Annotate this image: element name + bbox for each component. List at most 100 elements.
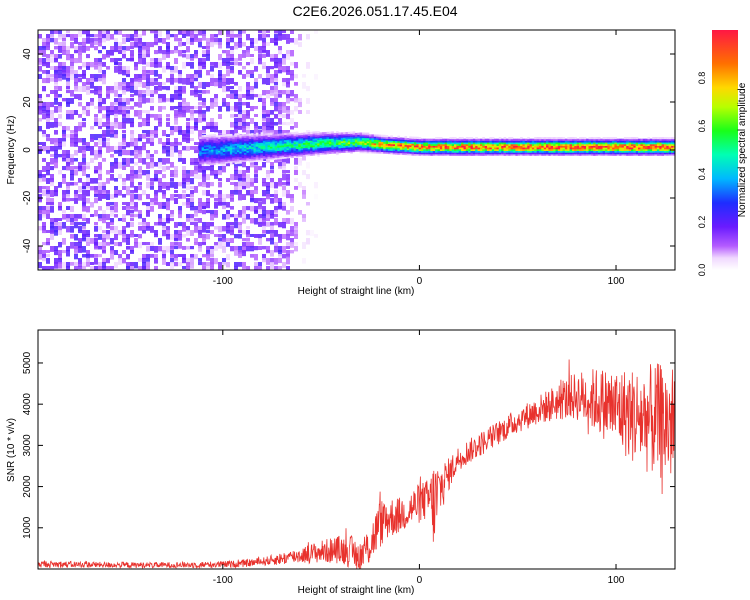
noise-cell <box>194 94 198 98</box>
signal-cell <box>437 145 441 148</box>
x-tick-label: 0 <box>417 276 423 287</box>
signal-cell <box>352 136 356 139</box>
signal-cell <box>314 149 318 152</box>
signal-cell <box>293 142 297 145</box>
noise-cell <box>186 218 190 222</box>
noise-cell <box>126 162 130 167</box>
noise-cell <box>278 50 282 55</box>
noise-cell <box>266 218 270 222</box>
signal-cell <box>260 145 264 148</box>
noise-cell <box>270 234 274 241</box>
signal-cell <box>602 152 606 155</box>
signal-cell <box>522 143 525 146</box>
signal-cell <box>218 157 221 160</box>
signal-cell <box>583 140 587 143</box>
signal-cell <box>284 151 287 154</box>
signal-cell <box>357 134 360 137</box>
signal-cell <box>397 147 400 150</box>
signal-cell <box>305 134 308 137</box>
signal-cell <box>222 159 226 162</box>
noise-cell <box>142 58 146 65</box>
noise-cell <box>162 166 166 172</box>
noise-cell <box>86 230 90 235</box>
signal-cell <box>262 155 266 158</box>
noise-cell <box>190 190 194 195</box>
noise-cell <box>102 242 106 248</box>
signal-cell <box>267 151 271 154</box>
signal-cell <box>418 148 422 151</box>
signal-cell <box>246 138 249 141</box>
noise-cell <box>102 114 106 119</box>
signal-cell <box>633 148 636 151</box>
noise-cell <box>242 54 246 58</box>
noise-cell <box>62 38 66 42</box>
signal-cell <box>397 149 400 152</box>
signal-cell <box>439 152 443 155</box>
signal-cell <box>527 150 530 153</box>
noise-cell <box>122 46 126 52</box>
signal-cell <box>548 143 551 146</box>
noise-cell <box>282 190 286 197</box>
noise-cell <box>82 230 86 237</box>
signal-cell <box>295 145 299 148</box>
signal-cell <box>628 150 632 153</box>
signal-cell <box>340 145 344 148</box>
signal-cell <box>451 145 455 148</box>
signal-cell <box>513 148 516 151</box>
noise-cell <box>46 170 50 176</box>
signal-cell <box>324 132 327 135</box>
noise-cell <box>242 218 246 224</box>
signal-cell <box>590 147 594 150</box>
noise-cell <box>154 230 158 235</box>
noise-cell <box>126 210 130 216</box>
signal-cell <box>505 145 509 148</box>
signal-cell <box>437 142 441 145</box>
noise-cell <box>122 102 126 108</box>
y-tick-label: 1000 <box>22 516 33 539</box>
signal-cell <box>248 133 252 136</box>
noise-cell <box>154 150 158 154</box>
signal-cell <box>291 133 294 136</box>
noise-cell <box>170 150 174 157</box>
noise-cell <box>98 214 102 220</box>
signal-cell <box>666 148 669 151</box>
signal-cell <box>557 148 561 151</box>
noise-cell <box>186 178 190 185</box>
signal-cell <box>664 147 667 150</box>
signal-cell <box>538 150 542 153</box>
signal-cell <box>239 146 242 149</box>
signal-cell <box>307 138 311 141</box>
noise-cell <box>134 90 138 96</box>
signal-cell <box>281 148 285 151</box>
noise-cell <box>70 234 74 239</box>
signal-cell <box>529 150 533 153</box>
signal-cell <box>576 142 580 145</box>
signal-cell <box>435 152 438 155</box>
signal-cell <box>253 143 257 146</box>
signal-cell <box>397 139 400 142</box>
signal-cell <box>435 137 438 140</box>
noise-cell <box>126 174 130 181</box>
noise-cell <box>226 38 230 45</box>
signal-cell <box>529 138 533 141</box>
noise-cell <box>198 218 202 223</box>
signal-cell <box>267 156 271 159</box>
signal-cell <box>345 138 349 141</box>
signal-cell <box>225 136 228 139</box>
signal-cell <box>218 143 221 146</box>
noise-cell <box>98 218 102 222</box>
signal-cell <box>531 138 535 141</box>
noise-cell <box>246 246 250 252</box>
signal-cell <box>640 138 643 141</box>
noise-cell <box>242 214 246 220</box>
signal-cell <box>588 152 592 155</box>
noise-cell <box>74 34 78 39</box>
signal-cell <box>645 138 648 141</box>
noise-cell <box>262 246 266 250</box>
signal-cell <box>470 153 474 156</box>
noise-cell <box>154 254 158 259</box>
signal-cell <box>581 153 584 156</box>
noise-cell <box>270 98 274 104</box>
signal-cell <box>227 159 231 162</box>
noise-cell <box>242 266 246 270</box>
